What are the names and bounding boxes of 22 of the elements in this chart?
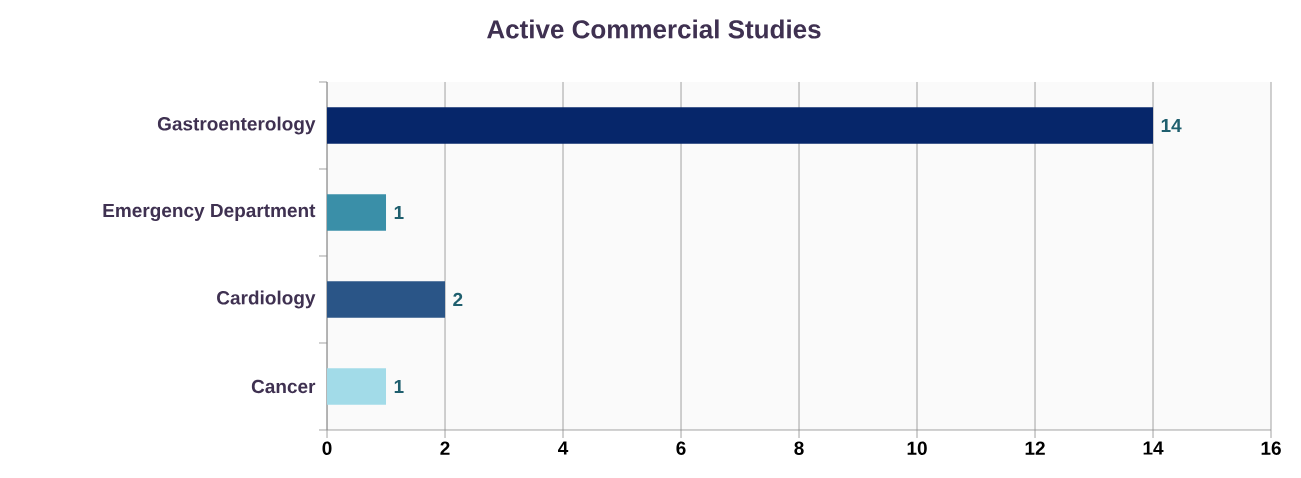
data-label: 1 xyxy=(394,205,404,220)
x-tick-label: 8 xyxy=(794,441,804,455)
bar xyxy=(327,194,387,231)
x-tick-label: 6 xyxy=(676,441,686,455)
chart-title: Active Commercial Studies xyxy=(487,19,821,39)
x-tick-label: 12 xyxy=(1025,441,1045,455)
x-tick-label: 14 xyxy=(1143,441,1164,455)
x-tick-label: 10 xyxy=(907,441,927,455)
data-label: 14 xyxy=(1161,118,1182,133)
x-tick-label: 16 xyxy=(1261,441,1281,455)
y-tick-label: Emergency Department xyxy=(103,203,316,222)
data-label: 2 xyxy=(453,292,463,307)
data-label: 1 xyxy=(394,379,404,394)
y-tick-label: Cardiology xyxy=(217,290,316,309)
bar xyxy=(327,107,1154,144)
x-tick-label: 0 xyxy=(322,441,332,455)
y-tick-label: Gastroenterology xyxy=(157,116,316,135)
x-tick-label: 2 xyxy=(440,441,450,455)
bar xyxy=(327,281,446,318)
x-tick-label: 4 xyxy=(558,441,569,455)
bar xyxy=(327,368,387,405)
y-tick-label: Cancer xyxy=(251,379,316,394)
